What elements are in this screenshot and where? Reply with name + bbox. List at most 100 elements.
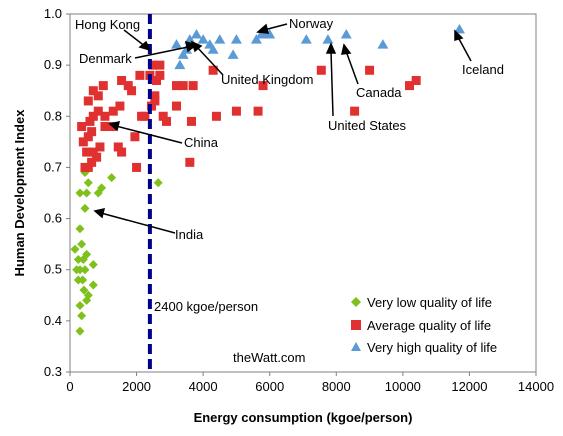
point-very-low (83, 290, 93, 300)
point-very-high (322, 34, 334, 44)
point-very-high (197, 34, 209, 44)
point-average (172, 101, 182, 111)
annotation-denmark: Denmark (79, 51, 132, 66)
point-average (98, 81, 108, 91)
point-very-low (75, 265, 85, 275)
arrowhead-hong-kong (138, 40, 152, 52)
point-average (155, 70, 165, 80)
point-average (107, 122, 117, 132)
point-very-high (227, 49, 239, 59)
arrow-canada (345, 50, 359, 85)
arrow-china (115, 125, 183, 144)
arrow-norway (263, 23, 288, 31)
point-very-low (75, 188, 85, 198)
arrow-united-states (330, 50, 334, 117)
y-tick-label: 0.6 (44, 211, 62, 226)
annotation-iceland: Iceland (462, 62, 504, 77)
point-average (100, 111, 110, 121)
x-tick-label: 2000 (122, 379, 151, 394)
arrowhead-china (108, 121, 121, 132)
x-tick-label: 10000 (385, 379, 421, 394)
point-average (93, 91, 103, 101)
point-average (162, 116, 172, 126)
legend-label-average: Average quality of life (367, 318, 491, 333)
point-very-high (300, 34, 312, 44)
annotation-arrows (93, 23, 472, 234)
point-average (186, 116, 196, 126)
point-average (208, 65, 218, 75)
point-average (117, 75, 127, 85)
point-very-high (190, 28, 202, 39)
legend-marker-very-low (351, 297, 361, 307)
point-average (148, 60, 158, 70)
point-very-high (177, 49, 189, 59)
point-average (150, 96, 160, 106)
point-very-low (75, 301, 85, 311)
annotation-united-kingdom: United Kingdom (221, 72, 314, 87)
point-very-low (107, 173, 117, 183)
point-average (150, 91, 160, 101)
point-average (92, 152, 102, 162)
point-very-low (80, 265, 90, 275)
arrow-united-kingdom (195, 45, 224, 76)
point-average (158, 111, 168, 121)
point-very-low (79, 285, 89, 295)
y-tick-label: 0.3 (44, 364, 62, 379)
arrowhead-united-states (325, 42, 337, 54)
point-very-low (80, 203, 90, 213)
point-very-low (77, 311, 87, 321)
point-average (253, 106, 263, 116)
point-very-low (70, 244, 80, 254)
arrow-iceland (457, 36, 472, 62)
point-very-low (82, 249, 92, 259)
threshold-label: 2400 kgoe/person (154, 299, 258, 314)
x-tick-label: 14000 (518, 379, 554, 394)
arrowhead-india (93, 208, 106, 219)
point-average (95, 142, 105, 152)
annotation-united-states: United States (328, 118, 407, 133)
point-very-low (75, 326, 85, 336)
point-very-high (184, 34, 196, 44)
point-average (152, 75, 162, 85)
y-axis-title: Human Development Index (12, 109, 27, 277)
point-very-low (73, 254, 83, 264)
arrow-denmark (134, 46, 189, 59)
point-average (231, 106, 241, 116)
point-average (140, 111, 150, 121)
point-average (83, 162, 93, 172)
point-average (108, 106, 118, 116)
y-tick-label: 0.7 (44, 159, 62, 174)
point-average (100, 122, 110, 132)
legend: Very low quality of life Average quality… (351, 295, 497, 355)
watermark: theWatt.com (233, 350, 305, 365)
point-average (258, 81, 268, 91)
point-very-low (97, 183, 107, 193)
point-very-high (207, 44, 219, 54)
point-very-high (181, 44, 192, 54)
point-average (88, 147, 98, 157)
legend-label-very-low: Very low quality of life (367, 295, 492, 310)
arrowhead-norway (256, 23, 269, 34)
point-average (411, 75, 421, 85)
y-tick-label: 0.9 (44, 57, 62, 72)
y-tick-label: 1.0 (44, 6, 62, 21)
point-average (113, 142, 123, 152)
arrowhead-iceland (454, 29, 464, 41)
point-average (316, 65, 326, 75)
point-average (188, 81, 198, 91)
point-average (155, 60, 165, 70)
point-average (127, 86, 137, 96)
point-very-high (340, 28, 352, 39)
axis-ticks: 0 2000 4000 6000 8000 10000 12000 14000 0.3 0.4 0.… (44, 6, 554, 394)
point-very-low (83, 178, 93, 188)
point-average (365, 65, 375, 75)
point-very-low (82, 188, 92, 198)
point-average (82, 147, 92, 157)
y-tick-label: 0.5 (44, 262, 62, 277)
x-tick-label: 4000 (189, 379, 218, 394)
point-very-high (250, 34, 262, 44)
point-very-high (453, 23, 465, 34)
point-very-high (214, 34, 226, 44)
point-average (123, 81, 133, 91)
